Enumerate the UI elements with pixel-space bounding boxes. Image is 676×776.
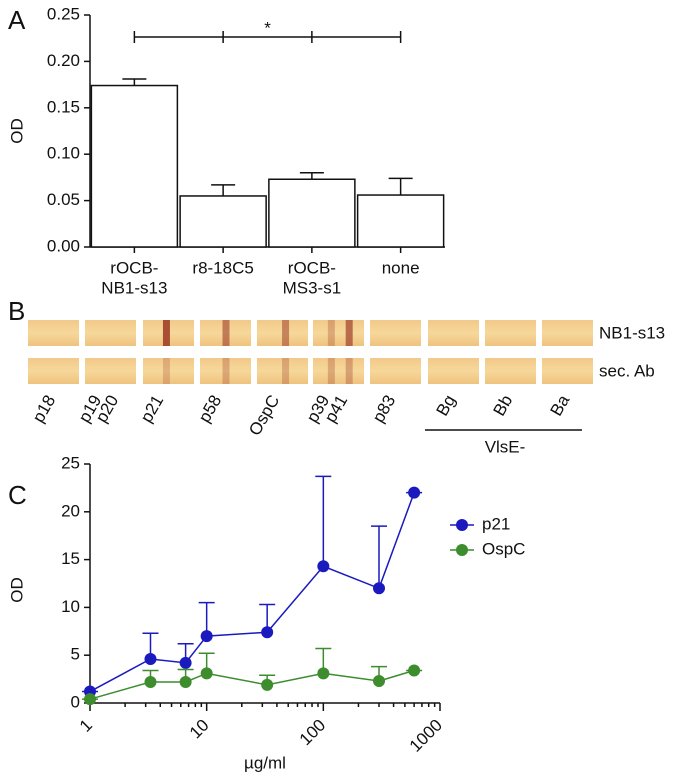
bar — [268, 178, 356, 248]
blot-strip — [542, 320, 593, 346]
blot-band — [345, 320, 353, 346]
marker — [372, 675, 385, 688]
blot-strip — [428, 320, 479, 346]
y-tick-label: 0 — [71, 692, 80, 711]
blot-strip — [143, 358, 194, 384]
x-tick-label: r8-18C5 — [192, 258, 253, 277]
blot-strip — [85, 320, 136, 346]
blot-strip — [428, 358, 479, 384]
x-tick-label: 10 — [186, 716, 213, 743]
lane-label: Ba — [546, 391, 573, 419]
row-label: NB1-s13 — [599, 323, 665, 342]
legend-marker — [456, 544, 468, 556]
lane-label: p21 — [137, 392, 168, 426]
y-tick-label: 0.10 — [47, 144, 80, 163]
blot-strip — [257, 358, 308, 384]
y-axis-label: OD — [7, 577, 26, 603]
bar — [179, 195, 267, 248]
y-tick-label: 25 — [61, 453, 80, 472]
y-tick-label: 0.05 — [47, 190, 80, 209]
legend-marker — [456, 519, 468, 531]
series-line — [89, 492, 415, 693]
blot-band — [282, 358, 290, 384]
x-tick-label: 1000 — [406, 716, 446, 756]
lane-label: Bg — [432, 392, 459, 420]
y-axis-label: OD — [7, 118, 26, 144]
x-tick-label: rOCB- — [110, 258, 158, 277]
marker — [200, 630, 213, 643]
marker — [317, 560, 330, 573]
x-tick-label: NB1-s13 — [101, 278, 167, 297]
lane-label: OspC — [245, 392, 283, 439]
x-tick-label: 1 — [76, 716, 96, 736]
legend-label: OspC — [482, 539, 525, 558]
series-line — [89, 669, 415, 700]
blot-strip — [313, 320, 364, 346]
marker — [261, 626, 274, 639]
y-tick-label: 5 — [71, 645, 80, 664]
x-tick-label: rOCB- — [288, 258, 336, 277]
blot-band — [162, 358, 170, 384]
lane-label: p18 — [29, 392, 60, 426]
marker — [408, 486, 421, 499]
marker — [84, 693, 96, 706]
marker — [144, 675, 157, 688]
blot-strip — [85, 358, 136, 384]
x-tick-label: none — [382, 258, 420, 277]
x-tick-label: 100 — [296, 716, 329, 749]
group-label: VlsE- — [485, 437, 526, 456]
legend-label: p21 — [482, 514, 510, 533]
blot-band — [282, 320, 290, 346]
marker — [317, 667, 330, 680]
blot-strip — [485, 320, 536, 346]
marker — [200, 667, 213, 680]
significance-mark: * — [264, 18, 271, 37]
blot-strip — [28, 320, 79, 346]
blot-band — [327, 320, 335, 346]
blot-strip — [485, 358, 536, 384]
blot-band — [222, 358, 230, 384]
bar — [356, 194, 445, 248]
marker — [261, 678, 274, 691]
y-tick-label: 10 — [61, 597, 80, 616]
x-axis-label: µg/ml — [244, 753, 286, 772]
y-tick-label: 0.25 — [47, 4, 80, 23]
blot-strip — [28, 358, 79, 384]
blot-strip — [370, 320, 421, 346]
lane-label: Bb — [489, 392, 516, 420]
blot-strip — [370, 358, 421, 384]
blot-strip — [542, 358, 593, 384]
panel-letter: C — [8, 480, 27, 510]
y-tick-label: 15 — [61, 549, 80, 568]
panel-letter: A — [8, 5, 26, 35]
lane-label: p83 — [369, 392, 400, 426]
panel-letter: B — [8, 296, 25, 326]
lane-label: p58 — [195, 392, 226, 426]
x-tick-label: MS3-s1 — [283, 278, 342, 297]
y-tick-label: 0.15 — [47, 97, 80, 116]
marker — [144, 653, 157, 666]
blot-strip — [200, 358, 251, 384]
marker — [408, 664, 421, 677]
row-label: sec. Ab — [599, 361, 655, 380]
y-tick-label: 0.00 — [47, 236, 80, 255]
blot-band — [327, 358, 335, 384]
blot-band — [162, 320, 170, 346]
blot-band — [345, 358, 353, 384]
marker — [179, 656, 192, 669]
blot-strip — [313, 358, 364, 384]
marker — [372, 582, 385, 595]
y-tick-label: 20 — [61, 501, 80, 520]
marker — [179, 675, 192, 688]
bar — [90, 84, 179, 248]
blot-band — [222, 320, 230, 346]
y-tick-label: 0.20 — [47, 51, 80, 70]
